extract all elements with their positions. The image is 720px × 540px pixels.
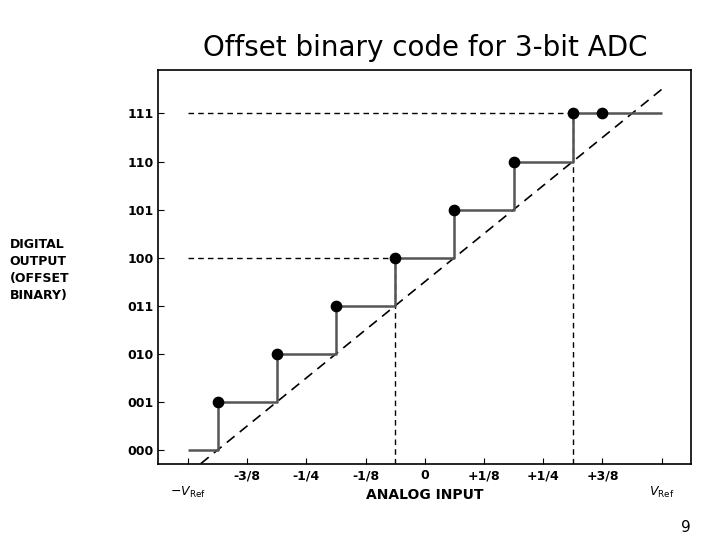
Point	[271, 349, 282, 358]
Point	[212, 397, 223, 406]
Point	[330, 301, 342, 310]
Text: DIGITAL
OUTPUT
(OFFSET
BINARY): DIGITAL OUTPUT (OFFSET BINARY)	[10, 238, 69, 302]
Point	[567, 109, 579, 118]
Point	[390, 253, 401, 262]
X-axis label: ANALOG INPUT: ANALOG INPUT	[366, 488, 484, 502]
Text: $-V_{\rm Ref}$: $-V_{\rm Ref}$	[170, 484, 206, 500]
Text: $V_{\rm Ref}$: $V_{\rm Ref}$	[649, 484, 674, 500]
Text: 9: 9	[681, 519, 691, 535]
Point	[597, 109, 608, 118]
Point	[508, 157, 519, 166]
Point	[449, 205, 460, 214]
Title: Offset binary code for 3-bit ADC: Offset binary code for 3-bit ADC	[202, 35, 647, 62]
